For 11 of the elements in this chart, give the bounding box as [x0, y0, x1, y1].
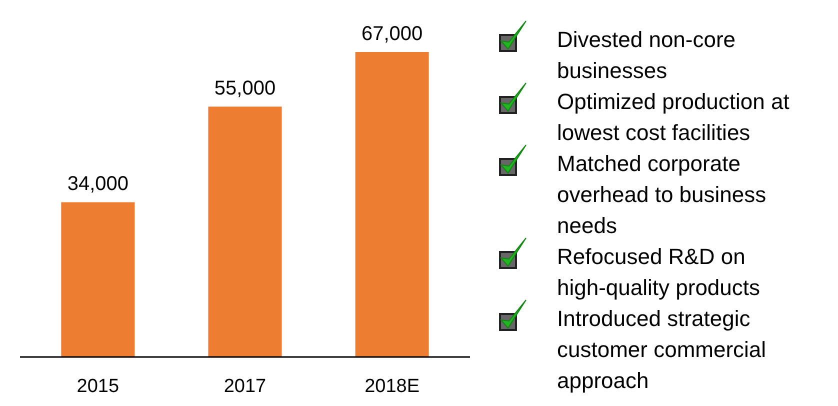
data-label: 55,000 — [214, 78, 276, 100]
data-label: 34,000 — [67, 173, 129, 196]
text: Matched corporate overhead to business needs — [557, 151, 766, 238]
text: Refocused R&D on high-quality products — [557, 244, 760, 300]
text: Optimized production at lowest cost facilities — [557, 89, 790, 145]
x-tick-label: 2018E — [364, 376, 420, 397]
x-tick-label: 2017 — [224, 376, 266, 397]
text: Introduced strategic customer commercial approach — [557, 306, 766, 393]
text: Divested non-core businesses — [557, 27, 736, 83]
x-tick-label: 2015 — [76, 376, 120, 397]
data-label: 67,000 — [361, 23, 423, 45]
